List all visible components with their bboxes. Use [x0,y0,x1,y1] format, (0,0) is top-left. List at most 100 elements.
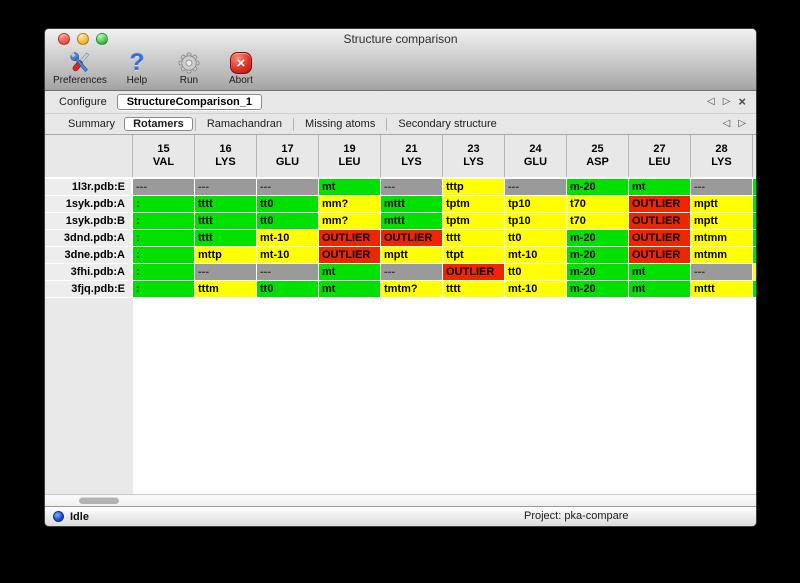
rotamer-cell[interactable]: mttt [381,213,443,230]
rotamer-cell[interactable]: : [133,264,195,281]
horizontal-scrollbar[interactable] [45,494,756,506]
rotamer-cell[interactable]: tttp [443,179,505,196]
rotamer-cell[interactable]: tttt [443,281,505,298]
configuration-instance-tab[interactable]: StructureComparison_1 [116,94,263,110]
rotamer-cell[interactable]: mt [319,179,381,196]
row-label[interactable]: 1syk.pdb:A [45,196,133,213]
rotamer-cell[interactable]: m-20 [567,281,629,298]
minimize-window-button[interactable] [77,33,89,45]
help-button[interactable]: ? Help [115,50,159,86]
rotamer-cell[interactable]: mptt [691,213,753,230]
rotamer-cell[interactable]: mt [629,179,691,196]
rotamer-cell[interactable]: mm? [319,196,381,213]
rotamer-cell[interactable]: m-20 [567,264,629,281]
row-label[interactable]: 1syk.pdb:B [45,213,133,230]
close-window-button[interactable] [58,33,70,45]
rotamer-cell[interactable]: --- [381,179,443,196]
rotamer-cell[interactable]: OUTLIER [629,213,691,230]
rotamer-cell[interactable]: mm? [319,213,381,230]
column-header[interactable]: 21 LYS [381,135,443,177]
rotamer-cell[interactable]: tt0 [257,213,319,230]
rotamer-cell[interactable]: : [133,247,195,264]
tab-summary[interactable]: Summary [68,118,116,130]
rotamer-cell[interactable]: tptm [443,196,505,213]
rotamer-cell[interactable]: OUTLIER [629,230,691,247]
rotamer-cell[interactable]: --- [381,264,443,281]
tabs-scroll-right-icon[interactable]: ▷ [738,118,746,129]
horizontal-scrollbar-thumb[interactable] [79,497,119,504]
rotamer-cell[interactable]: mttt [381,196,443,213]
tab-ramachandran[interactable]: Ramachandran [206,118,283,130]
rotamer-cell[interactable]: : [133,196,195,213]
rotamer-cell[interactable]: mptt [691,196,753,213]
rotamer-cell[interactable]: tptm [443,213,505,230]
rotamer-cell[interactable]: tttt [195,196,257,213]
rotamer-cell[interactable]: OUTLIER [319,230,381,247]
row-label[interactable]: 3dnd.pdb:A [45,230,133,247]
rotamer-cell[interactable]: tt0 [257,196,319,213]
preferences-button[interactable]: Preferences [53,50,107,86]
rotamer-cell[interactable]: OUTLIER [629,196,691,213]
rotamer-cell[interactable]: : [133,213,195,230]
rotamer-cell[interactable]: mtmm [691,247,753,264]
rotamer-cell[interactable]: tttm [195,281,257,298]
rotamer-cell[interactable]: tmtm? [381,281,443,298]
nav-forward-icon[interactable]: ▷ [722,96,731,107]
row-label[interactable]: 3fhi.pdb:A [45,264,133,281]
rotamer-cell[interactable]: tt0 [505,230,567,247]
row-label[interactable]: 3dne.pdb:A [45,247,133,264]
rotamer-cell[interactable]: tt0 [505,264,567,281]
rotamer-cell[interactable]: tttt [195,230,257,247]
rotamer-cell[interactable]: OUTLIER [381,230,443,247]
rotamer-cell[interactable]: mt [319,264,381,281]
column-header[interactable]: 25 ASP [567,135,629,177]
rotamer-cell[interactable]: --- [257,179,319,196]
rotamer-cell[interactable]: tttt [443,230,505,247]
row-label[interactable]: 3fjq.pdb:E [45,281,133,298]
rotamer-cell[interactable]: t70 [567,196,629,213]
tabs-scroll-left-icon[interactable]: ◁ [722,118,731,129]
rotamer-cell[interactable]: --- [133,179,195,196]
rotamer-cell[interactable]: --- [691,264,753,281]
rotamer-cell[interactable]: mttt [691,281,753,298]
rotamer-cell[interactable]: tp10 [505,196,567,213]
rotamer-cell[interactable]: tt0 [257,281,319,298]
rotamer-cell[interactable]: m-20 [567,247,629,264]
rotamer-cell[interactable]: mt-10 [505,247,567,264]
column-header[interactable]: 15 VAL [133,135,195,177]
rotamer-cell[interactable]: mt-10 [257,247,319,264]
column-header[interactable]: 28 LYS [691,135,753,177]
rotamer-cell[interactable]: OUTLIER [443,264,505,281]
column-header[interactable]: 23 LYS [443,135,505,177]
tab-rotamers[interactable]: Rotamers [124,117,193,131]
rotamer-cell[interactable]: --- [691,179,753,196]
rotamer-cell[interactable]: --- [505,179,567,196]
rotamer-cell[interactable]: ttpt [443,247,505,264]
rotamer-cell[interactable]: mt [319,281,381,298]
run-button[interactable]: Run [167,50,211,86]
column-header[interactable]: 17 GLU [257,135,319,177]
rotamer-cell[interactable]: m-20 [567,230,629,247]
tab-secondary-structure[interactable]: Secondary structure [398,118,497,130]
rotamer-cell[interactable]: --- [257,264,319,281]
column-header[interactable]: 16 LYS [195,135,257,177]
column-header[interactable]: 19 LEU [319,135,381,177]
rotamer-cell[interactable]: mtmm [691,230,753,247]
abort-button[interactable]: × Abort [219,50,263,86]
rotamer-cell[interactable]: tp10 [505,213,567,230]
tab-missing-atoms[interactable]: Missing atoms [305,118,376,130]
rotamer-cell[interactable]: --- [195,264,257,281]
rotamer-cell[interactable]: t70 [567,213,629,230]
rotamer-cell[interactable]: OUTLIER [319,247,381,264]
close-configuration-icon[interactable]: × [738,94,746,109]
rotamer-cell[interactable]: mt-10 [505,281,567,298]
rotamer-cell[interactable]: mttp [195,247,257,264]
rotamer-cell[interactable]: m-20 [567,179,629,196]
zoom-window-button[interactable] [96,33,108,45]
rotamer-cell[interactable]: --- [195,179,257,196]
rotamer-cell[interactable]: mptt [381,247,443,264]
rotamer-cell[interactable]: : [133,281,195,298]
rotamer-cell[interactable]: tttt [195,213,257,230]
rotamer-cell[interactable]: mt [629,264,691,281]
nav-back-icon[interactable]: ◁ [707,96,715,107]
